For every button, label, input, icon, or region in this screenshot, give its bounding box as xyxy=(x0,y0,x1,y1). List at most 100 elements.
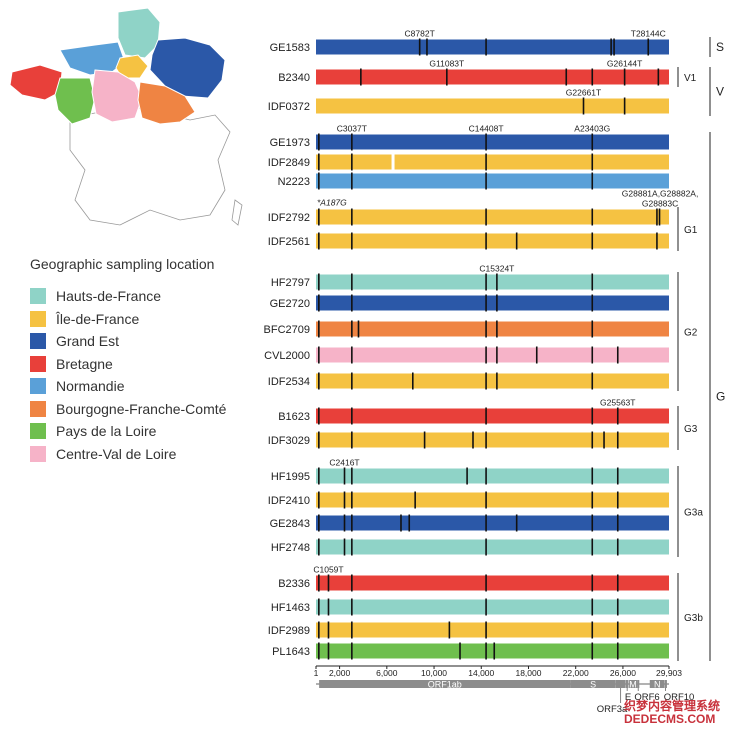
map-region-centre-val-de-loire xyxy=(91,69,143,123)
sample-bar xyxy=(316,575,669,591)
legend-title: Geographic sampling location xyxy=(30,256,215,272)
clade-label: G3a xyxy=(684,508,703,519)
legend-item: Grand Est xyxy=(30,330,226,353)
sample-label: IDF2410 xyxy=(268,495,310,507)
watermark: 织梦内容管理系统 DEDECMS.COM xyxy=(624,700,720,726)
legend-label: Centre-Val de Loire xyxy=(56,445,177,462)
sample-bar xyxy=(316,39,669,55)
sample-label: IDF2849 xyxy=(268,157,310,169)
sample-bar xyxy=(316,98,669,114)
mutation-label: C3037T xyxy=(337,124,367,134)
legend-swatch xyxy=(30,445,46,462)
clade-label: V1 xyxy=(684,73,697,84)
gene-block xyxy=(629,680,637,688)
sample-label: HF1463 xyxy=(271,602,310,614)
sample-label: IDF2792 xyxy=(268,212,310,224)
gene-label: ORF3a xyxy=(597,704,628,715)
mutation-label: G25563T xyxy=(600,398,635,408)
axis-tick-label: 6,000 xyxy=(376,668,398,678)
gene-label: S xyxy=(590,680,596,690)
sample-label: IDF0372 xyxy=(268,101,310,113)
sample-bar xyxy=(316,154,669,170)
legend-swatch xyxy=(30,333,46,350)
sample-label: BFC2709 xyxy=(264,324,310,336)
legend-item: Bretagne xyxy=(30,353,226,376)
sample-label: B2336 xyxy=(278,578,310,590)
mutation-label: T28144C xyxy=(631,29,666,39)
axis-tick-label: 1 xyxy=(314,668,319,678)
gene-block xyxy=(319,680,571,688)
mutation-label: G28881A,G28882A, xyxy=(622,189,699,199)
legend-label: Normandie xyxy=(56,378,125,395)
legend-item: Centre-Val de Loire xyxy=(30,443,226,466)
sample-label: IDF3029 xyxy=(268,435,310,447)
map-region-grand-est xyxy=(149,37,226,99)
gene-block xyxy=(570,680,616,688)
legend-label: Île-de-France xyxy=(56,310,140,327)
legend-item: Hauts-de-France xyxy=(30,285,226,308)
sample-label: IDF2989 xyxy=(268,625,310,637)
map-corsica xyxy=(231,199,243,226)
france-map xyxy=(9,7,243,226)
sample-bar xyxy=(316,492,669,508)
legend-swatch xyxy=(30,423,46,440)
mutation-label: C14408T xyxy=(469,124,504,134)
clade-label: G2 xyxy=(684,328,698,339)
gene-label: ORF6 xyxy=(634,692,659,703)
sample-bar xyxy=(316,233,669,249)
legend-label: Hauts-de-France xyxy=(56,288,162,305)
legend-label: Grand Est xyxy=(56,333,120,350)
gene-block xyxy=(625,680,629,688)
sample-bar xyxy=(316,408,669,424)
watermark-line-2: DEDECMS.COM xyxy=(624,712,716,726)
legend-swatch xyxy=(30,400,46,417)
sample-bar xyxy=(316,69,669,85)
sample-bar xyxy=(316,274,669,290)
sample-label: PL1643 xyxy=(272,646,310,658)
mutation-label: A23403G xyxy=(574,124,610,134)
legend: Hauts-de-France Île-de-France Grand Est Bre… xyxy=(30,285,226,465)
sample-bar xyxy=(316,134,669,150)
axis-tick-label: 22,000 xyxy=(563,668,589,678)
legend-item: Bourgogne-Franche-Comté xyxy=(30,398,226,421)
sample-label: GE1583 xyxy=(270,42,310,54)
map-region-bourgogne-franche-comte xyxy=(137,81,196,125)
gene-block xyxy=(664,680,667,688)
gene-label: E xyxy=(625,692,631,703)
mutation-label: C8782T xyxy=(405,29,435,39)
sample-bar xyxy=(316,622,669,638)
map-region-ile-de-france xyxy=(115,54,149,79)
sample-bar xyxy=(316,539,669,555)
mutation-label: G28883C xyxy=(642,199,678,209)
gene-label: M xyxy=(629,680,637,690)
axis-tick-label: 26,000 xyxy=(610,668,636,678)
sample-label: CVL2000 xyxy=(264,350,310,362)
map-region-bretagne xyxy=(9,64,63,101)
axis-tick-label: 14,000 xyxy=(468,668,494,678)
sample-bar xyxy=(316,515,669,531)
axis-tick-label: 2,000 xyxy=(329,668,351,678)
clade-label: G1 xyxy=(684,225,698,236)
legend-swatch xyxy=(30,378,46,395)
sample-bar xyxy=(316,468,669,484)
mutation-label: *A187G xyxy=(317,198,347,208)
clade-label: G xyxy=(716,390,725,404)
sample-bar xyxy=(316,432,669,448)
sample-label: GE2720 xyxy=(270,298,310,310)
gene-label: ORF1ab xyxy=(428,680,462,690)
clade-label: V xyxy=(716,85,724,99)
axis-tick-label: 29,903 xyxy=(656,668,682,678)
map-region-pays-de-la-loire xyxy=(54,77,96,125)
legend-swatch xyxy=(30,288,46,305)
mutation-label: G11083T xyxy=(429,59,464,69)
sample-label: HF1995 xyxy=(271,471,310,483)
gene-label: ORF10 xyxy=(664,692,695,703)
mutation-label: C2416T xyxy=(329,458,359,468)
sequence-gap xyxy=(391,154,395,170)
clade-label: G3 xyxy=(684,424,698,435)
mutation-label: C1059T xyxy=(313,565,343,575)
sample-label: IDF2534 xyxy=(268,376,310,388)
sample-label: HF2797 xyxy=(271,277,310,289)
mutation-label: G26144T xyxy=(607,59,642,69)
